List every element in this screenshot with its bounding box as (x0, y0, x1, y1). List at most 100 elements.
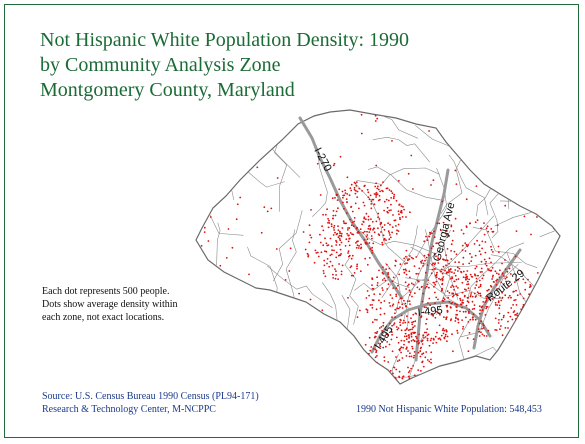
population-dot (403, 299, 405, 302)
population-dot (236, 203, 239, 206)
population-dot (357, 240, 359, 243)
population-dot (389, 305, 392, 307)
population-dot (450, 318, 453, 320)
population-dot (357, 247, 360, 249)
population-dot (351, 221, 354, 224)
population-dot (368, 231, 371, 234)
population-dot (536, 272, 539, 274)
population-dot (460, 229, 463, 231)
population-dot (500, 318, 503, 321)
population-dot (373, 293, 376, 296)
population-dot (500, 325, 502, 327)
population-dot (398, 213, 400, 216)
population-dot (489, 299, 492, 301)
population-dot (475, 284, 478, 286)
population-dot (342, 201, 344, 204)
population-dot (410, 282, 413, 285)
population-dot (442, 332, 445, 335)
population-dot (505, 280, 507, 283)
population-dot (398, 370, 401, 373)
population-dot (426, 328, 429, 330)
population-dot (308, 224, 311, 227)
population-dot (426, 283, 429, 286)
population-dot (363, 217, 366, 220)
population-dot (473, 307, 476, 310)
population-dot (373, 231, 376, 234)
population-dot (387, 276, 390, 279)
population-dot (434, 291, 436, 294)
population-dot (224, 357, 227, 359)
population-dot (392, 276, 395, 279)
population-dot (404, 302, 407, 305)
population-dot (442, 248, 444, 251)
population-dot (338, 244, 341, 246)
zone-boundary-line (557, 115, 560, 172)
population-dot (466, 296, 469, 299)
zone-boundary-line (490, 254, 543, 296)
population-dot (425, 235, 427, 238)
population-dot (466, 245, 469, 248)
population-dot (332, 273, 334, 276)
population-dot (406, 262, 408, 264)
population-dot (331, 264, 334, 267)
population-dot (467, 244, 470, 246)
zone-boundary-line (448, 154, 489, 216)
population-dot (416, 340, 418, 343)
population-dot (412, 313, 415, 316)
zone-boundary-line (196, 138, 241, 173)
population-dot (391, 350, 394, 353)
population-dot (362, 220, 365, 223)
population-dot (368, 198, 371, 201)
population-dot (447, 296, 450, 299)
population-dot (342, 220, 345, 223)
population-dot (309, 298, 312, 301)
population-dot (385, 268, 387, 271)
population-dot (432, 342, 434, 344)
population-dot (410, 367, 412, 370)
population-dot (350, 189, 353, 192)
population-dot (476, 291, 479, 293)
population-dot (324, 237, 326, 240)
population-dot (370, 207, 373, 210)
population-dot (322, 270, 325, 272)
population-dot (426, 334, 429, 337)
population-dot (459, 310, 461, 313)
population-dot (346, 232, 349, 235)
population-dot (366, 309, 369, 311)
population-dot (333, 226, 335, 229)
population-dot (421, 300, 424, 303)
population-dot (474, 254, 477, 257)
population-dot (443, 316, 445, 318)
population-dot (342, 372, 345, 374)
population-dot (349, 218, 351, 221)
population-dot (421, 259, 424, 262)
population-dot (455, 313, 458, 316)
population-dot (465, 289, 467, 291)
population-dot (226, 171, 228, 173)
population-dot (501, 296, 504, 299)
population-dot (266, 332, 268, 334)
population-dot (462, 270, 465, 273)
population-dot (376, 187, 379, 190)
population-dot (419, 350, 422, 353)
population-dot (436, 222, 439, 225)
population-dot (405, 355, 408, 357)
population-dot (322, 272, 325, 275)
population-dot (363, 216, 366, 219)
population-dot (422, 334, 425, 336)
population-dot (352, 274, 355, 277)
population-dot (334, 277, 337, 280)
population-dot (334, 231, 336, 234)
population-dot (379, 293, 381, 296)
zone-boundary-line (360, 231, 436, 254)
population-dot (431, 264, 433, 266)
population-dot (205, 156, 208, 159)
population-dot (385, 187, 388, 190)
population-dot (494, 329, 497, 331)
population-dot (347, 250, 350, 253)
population-dot (215, 278, 217, 280)
population-dot (338, 263, 340, 265)
population-dot (385, 333, 388, 336)
population-dot (501, 291, 503, 294)
population-dot (430, 337, 433, 340)
